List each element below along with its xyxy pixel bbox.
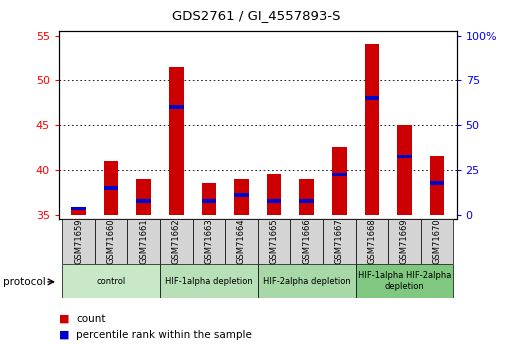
Text: GSM71663: GSM71663 xyxy=(204,219,213,264)
Text: percentile rank within the sample: percentile rank within the sample xyxy=(76,330,252,339)
Bar xyxy=(62,219,95,264)
Bar xyxy=(388,219,421,264)
Bar xyxy=(356,219,388,264)
Bar xyxy=(299,179,314,215)
Bar xyxy=(127,219,160,264)
Bar xyxy=(104,186,119,189)
Bar xyxy=(169,67,184,215)
Bar xyxy=(234,193,249,197)
Text: GSM71664: GSM71664 xyxy=(237,219,246,264)
Bar xyxy=(95,219,127,264)
Bar xyxy=(332,147,347,215)
Bar xyxy=(71,210,86,215)
Text: GSM71661: GSM71661 xyxy=(139,219,148,264)
Bar xyxy=(365,96,379,100)
Bar xyxy=(299,199,314,203)
Bar xyxy=(136,179,151,215)
Bar xyxy=(356,264,453,298)
Bar xyxy=(323,219,356,264)
Bar xyxy=(397,155,412,158)
Bar xyxy=(160,219,192,264)
Text: GSM71665: GSM71665 xyxy=(269,219,279,264)
Text: GDS2761 / GI_4557893-S: GDS2761 / GI_4557893-S xyxy=(172,9,341,22)
Text: GSM71660: GSM71660 xyxy=(107,219,115,264)
Text: GSM71670: GSM71670 xyxy=(432,219,442,264)
Bar xyxy=(202,183,216,215)
Bar xyxy=(421,219,453,264)
Bar xyxy=(202,199,216,203)
Bar xyxy=(160,264,258,298)
Bar xyxy=(267,174,282,215)
Text: HIF-2alpha depletion: HIF-2alpha depletion xyxy=(263,277,350,286)
Bar xyxy=(258,219,290,264)
Text: GSM71667: GSM71667 xyxy=(335,219,344,264)
Text: HIF-1alpha HIF-2alpha
depletion: HIF-1alpha HIF-2alpha depletion xyxy=(358,272,451,291)
Bar xyxy=(62,264,160,298)
Text: GSM71662: GSM71662 xyxy=(172,219,181,264)
Bar xyxy=(430,181,444,185)
Bar xyxy=(234,179,249,215)
Text: count: count xyxy=(76,314,106,324)
Bar xyxy=(225,219,258,264)
Text: ■: ■ xyxy=(59,330,73,339)
Bar xyxy=(192,219,225,264)
Text: protocol: protocol xyxy=(3,277,45,287)
Bar xyxy=(104,161,119,215)
Bar xyxy=(258,264,356,298)
Bar xyxy=(430,156,444,215)
Text: GSM71659: GSM71659 xyxy=(74,219,83,264)
Bar xyxy=(397,125,412,215)
Bar xyxy=(365,45,379,215)
Text: HIF-1alpha depletion: HIF-1alpha depletion xyxy=(165,277,253,286)
Bar xyxy=(290,219,323,264)
Text: GSM71666: GSM71666 xyxy=(302,219,311,264)
Bar xyxy=(267,199,282,203)
Bar xyxy=(332,172,347,176)
Bar xyxy=(169,105,184,109)
Text: GSM71668: GSM71668 xyxy=(367,219,377,264)
Bar xyxy=(71,207,86,210)
Bar xyxy=(136,199,151,203)
Text: control: control xyxy=(96,277,126,286)
Text: GSM71669: GSM71669 xyxy=(400,219,409,264)
Text: ■: ■ xyxy=(59,314,73,324)
